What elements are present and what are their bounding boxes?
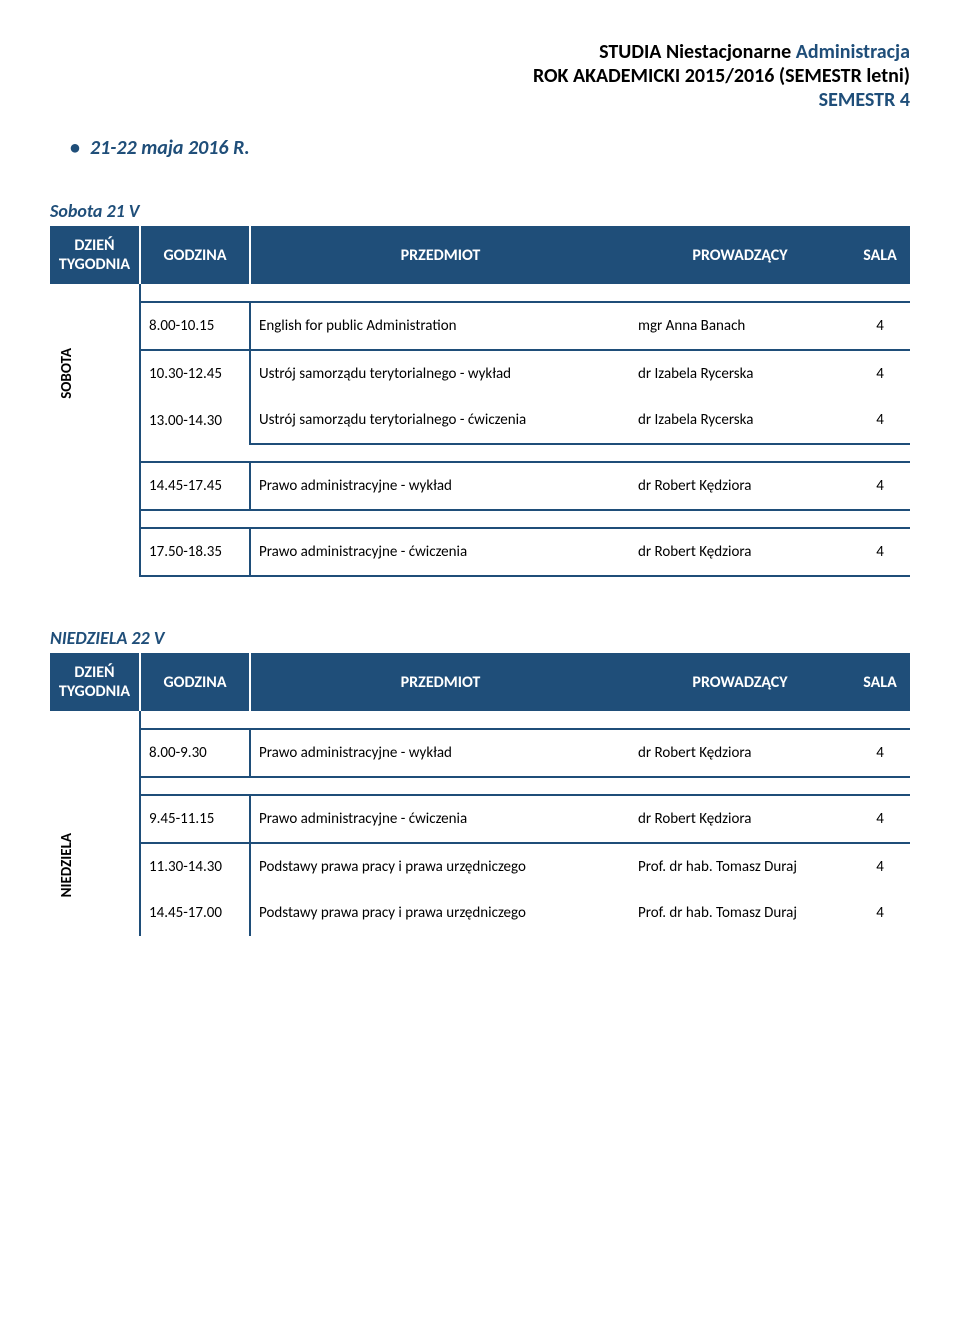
cell-prof: mgr Anna Banach [630,302,850,350]
cell-prof: dr Robert Kędziora [630,795,850,843]
cell-subject: Podstawy prawa pracy i prawa urzędniczeg… [250,890,630,936]
header-line-2: ROK AKADEMICKI 2015/2016 (SEMESTR letni) [50,64,910,88]
cell-room: 4 [850,843,910,890]
cell-prof: dr Robert Kędziora [630,528,850,576]
header-studia: STUDIA Niestacjonarne [599,40,796,64]
day-vertical-label: SOBOTA [58,348,76,399]
date-bullet: 21-22 maja 2016 R. [90,136,910,160]
cell-time: 17.50-18.35 [140,528,250,576]
cell-prof: dr Robert Kędziora [630,729,850,777]
spacer-row [50,711,910,729]
cell-room: 4 [850,302,910,350]
cell-room: 4 [850,397,910,444]
cell-subject: English for public Administration [250,302,630,350]
table-row: 14.45-17.45 Prawo administracyjne - wykł… [50,462,910,510]
col-header-prof: PROWADZĄCY [630,653,850,711]
sunday-label: NIEDZIELA 22 V [50,627,910,649]
cell-subject: Ustrój samorządu terytorialnego - wykład [250,350,630,397]
cell-prof: dr Izabela Rycerska [630,397,850,444]
col-header-time: GODZINA [140,226,250,284]
day-vertical-cell: NIEDZIELA [50,795,140,936]
table-row: 14.45-17.00 Podstawy prawa pracy i prawa… [50,890,910,936]
cell-time: 9.45-11.15 [140,795,250,843]
cell-prof: dr Izabela Rycerska [630,350,850,397]
col-header-subject: PRZEDMIOT [250,653,630,711]
header-line-3: SEMESTR 4 [50,88,910,112]
table-row: SOBOTA 8.00-10.15 English for public Adm… [50,302,910,350]
cell-prof: Prof. dr hab. Tomasz Duraj [630,890,850,936]
col-header-prof: PROWADZĄCY [630,226,850,284]
cell-time: 14.45-17.00 [140,890,250,936]
col-header-time: GODZINA [140,653,250,711]
day-vertical-label: NIEDZIELA [58,833,76,897]
day-vertical-cell: SOBOTA [50,302,140,444]
col-header-subject: PRZEDMIOT [250,226,630,284]
cell-room: 4 [850,729,910,777]
cell-room: 4 [850,795,910,843]
cell-subject: Prawo administracyjne - ćwiczenia [250,528,630,576]
saturday-table: DZIEŃ TYGODNIA GODZINA PRZEDMIOT PROWADZ… [50,226,910,577]
cell-time: 10.30-12.45 [140,350,250,397]
cell-room: 4 [850,528,910,576]
cell-time: 13.00-14.30 [140,397,250,444]
table-row: 8.00-9.30 Prawo administracyjne - wykład… [50,729,910,777]
cell-time: 11.30-14.30 [140,843,250,890]
table-header-row: DZIEŃ TYGODNIA GODZINA PRZEDMIOT PROWADZ… [50,653,910,711]
page-header: STUDIA Niestacjonarne Administracja ROK … [50,40,910,112]
cell-time: 8.00-10.15 [140,302,250,350]
col-header-day: DZIEŃ TYGODNIA [50,226,140,284]
cell-subject: Prawo administracyjne - ćwiczenia [250,795,630,843]
cell-subject: Podstawy prawa pracy i prawa urzędniczeg… [250,843,630,890]
cell-prof: Prof. dr hab. Tomasz Duraj [630,843,850,890]
spacer-row [50,284,910,302]
spacer-row [50,510,910,528]
table-row: NIEDZIELA 9.45-11.15 Prawo administracyj… [50,795,910,843]
table-row: 11.30-14.30 Podstawy prawa pracy i prawa… [50,843,910,890]
table-row: 17.50-18.35 Prawo administracyjne - ćwic… [50,528,910,576]
cell-room: 4 [850,462,910,510]
table-header-row: DZIEŃ TYGODNIA GODZINA PRZEDMIOT PROWADZ… [50,226,910,284]
spacer-row [50,777,910,795]
cell-time: 8.00-9.30 [140,729,250,777]
table-row: 10.30-12.45 Ustrój samorządu terytorialn… [50,350,910,397]
cell-prof: dr Robert Kędziora [630,462,850,510]
col-header-room: SALA [850,653,910,711]
sunday-table: DZIEŃ TYGODNIA GODZINA PRZEDMIOT PROWADZ… [50,653,910,936]
cell-time: 14.45-17.45 [140,462,250,510]
saturday-label: Sobota 21 V [50,200,910,222]
cell-subject: Ustrój samorządu terytorialnego - ćwicze… [250,397,630,444]
header-line-1: STUDIA Niestacjonarne Administracja [50,40,910,64]
cell-room: 4 [850,890,910,936]
header-admin: Administracja [796,40,910,64]
col-header-room: SALA [850,226,910,284]
cell-subject: Prawo administracyjne - wykład [250,729,630,777]
spacer-row [50,444,910,462]
col-header-day: DZIEŃ TYGODNIA [50,653,140,711]
cell-subject: Prawo administracyjne - wykład [250,462,630,510]
cell-room: 4 [850,350,910,397]
table-row: 13.00-14.30 Ustrój samorządu terytorialn… [50,397,910,444]
